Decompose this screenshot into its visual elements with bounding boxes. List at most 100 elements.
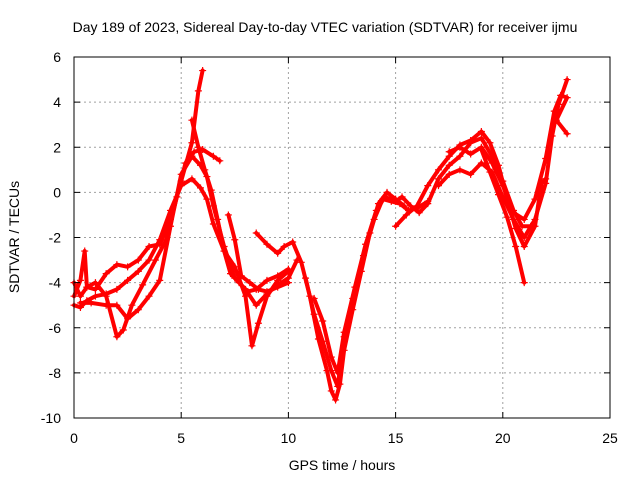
data-point bbox=[203, 195, 211, 203]
data-point bbox=[151, 256, 159, 264]
data-point bbox=[434, 175, 442, 183]
data-point bbox=[156, 276, 164, 284]
data-point bbox=[102, 290, 110, 298]
data-point bbox=[445, 148, 453, 156]
data-point bbox=[220, 247, 228, 255]
y-tick-label: 6 bbox=[53, 49, 61, 65]
data-point bbox=[319, 337, 327, 345]
data-point bbox=[145, 243, 153, 251]
x-axis-label: GPS time / hours bbox=[289, 457, 396, 473]
series-track-13 bbox=[445, 91, 571, 223]
data-point bbox=[510, 215, 518, 223]
data-point bbox=[467, 150, 475, 158]
data-point bbox=[209, 220, 217, 228]
data-point bbox=[467, 136, 475, 144]
data-point bbox=[392, 197, 400, 205]
data-point bbox=[495, 161, 503, 169]
data-point bbox=[134, 256, 142, 264]
data-point bbox=[332, 396, 340, 404]
data-point bbox=[456, 152, 464, 160]
data-point bbox=[139, 281, 147, 289]
x-tick-label: 25 bbox=[602, 430, 618, 446]
x-tick-label: 15 bbox=[388, 430, 404, 446]
data-point bbox=[486, 168, 494, 176]
data-point bbox=[248, 342, 256, 350]
data-point bbox=[244, 288, 252, 296]
data-point bbox=[252, 229, 260, 237]
data-point bbox=[237, 272, 245, 280]
y-tick-label: -6 bbox=[49, 320, 62, 336]
data-point bbox=[520, 215, 528, 223]
data-point bbox=[194, 143, 202, 151]
x-tick-label: 0 bbox=[70, 430, 78, 446]
data-point bbox=[297, 258, 305, 266]
data-point bbox=[231, 236, 239, 244]
data-point bbox=[252, 301, 260, 309]
data-point bbox=[274, 249, 282, 257]
data-point bbox=[207, 186, 215, 194]
data-point bbox=[113, 301, 121, 309]
series-track-11 bbox=[434, 76, 571, 241]
data-point bbox=[456, 166, 464, 174]
y-tick-label: -8 bbox=[49, 365, 62, 381]
data-point bbox=[520, 243, 528, 251]
data-point bbox=[557, 91, 565, 99]
data-point bbox=[434, 182, 442, 190]
data-point bbox=[445, 161, 453, 169]
data-point bbox=[124, 276, 132, 284]
x-tick-label: 20 bbox=[495, 430, 511, 446]
data-point bbox=[194, 87, 202, 95]
y-tick-label: -10 bbox=[41, 410, 61, 426]
data-point bbox=[274, 283, 282, 291]
data-point bbox=[284, 265, 292, 273]
data-point bbox=[263, 240, 271, 248]
data-point bbox=[76, 292, 84, 300]
data-point bbox=[563, 76, 571, 84]
data-point bbox=[188, 139, 196, 147]
data-point bbox=[302, 274, 310, 282]
data-point bbox=[177, 170, 185, 178]
series-line bbox=[479, 147, 527, 285]
data-point bbox=[310, 310, 318, 318]
data-point bbox=[91, 285, 99, 293]
data-series bbox=[70, 67, 571, 404]
data-point bbox=[134, 306, 142, 314]
data-point bbox=[227, 270, 235, 278]
data-point bbox=[201, 166, 209, 174]
data-point bbox=[327, 353, 335, 361]
data-point bbox=[531, 215, 539, 223]
data-point bbox=[424, 182, 432, 190]
data-point bbox=[102, 301, 110, 309]
data-point bbox=[542, 179, 550, 187]
data-point bbox=[263, 288, 271, 296]
series-line bbox=[72, 147, 222, 339]
y-tick-label: 4 bbox=[53, 94, 61, 110]
data-point bbox=[113, 261, 121, 269]
series-line bbox=[226, 212, 291, 294]
data-point bbox=[289, 238, 297, 246]
data-point bbox=[396, 200, 404, 208]
data-point bbox=[319, 317, 327, 325]
data-point bbox=[145, 292, 153, 300]
data-point bbox=[550, 107, 558, 115]
chart-title: Day 189 of 2023, Sidereal Day-to-day VTE… bbox=[73, 19, 578, 35]
data-point bbox=[503, 213, 511, 221]
series-line bbox=[393, 129, 548, 249]
data-point bbox=[327, 367, 335, 375]
data-point bbox=[499, 182, 507, 190]
data-point bbox=[340, 328, 348, 336]
data-point bbox=[145, 256, 153, 264]
data-point bbox=[407, 202, 415, 210]
y-tick-label: -4 bbox=[49, 275, 62, 291]
data-point bbox=[190, 148, 198, 156]
data-point bbox=[87, 299, 95, 307]
data-point bbox=[334, 382, 342, 390]
data-point bbox=[486, 139, 494, 147]
data-point bbox=[91, 279, 99, 287]
series-line bbox=[78, 154, 299, 321]
data-point bbox=[216, 157, 224, 165]
data-point bbox=[214, 215, 222, 223]
data-point bbox=[531, 195, 539, 203]
axis-ticks: 0 5 10 15 20 25 -10 -8 -6 -4 -2 0 2 4 6 bbox=[41, 49, 618, 446]
